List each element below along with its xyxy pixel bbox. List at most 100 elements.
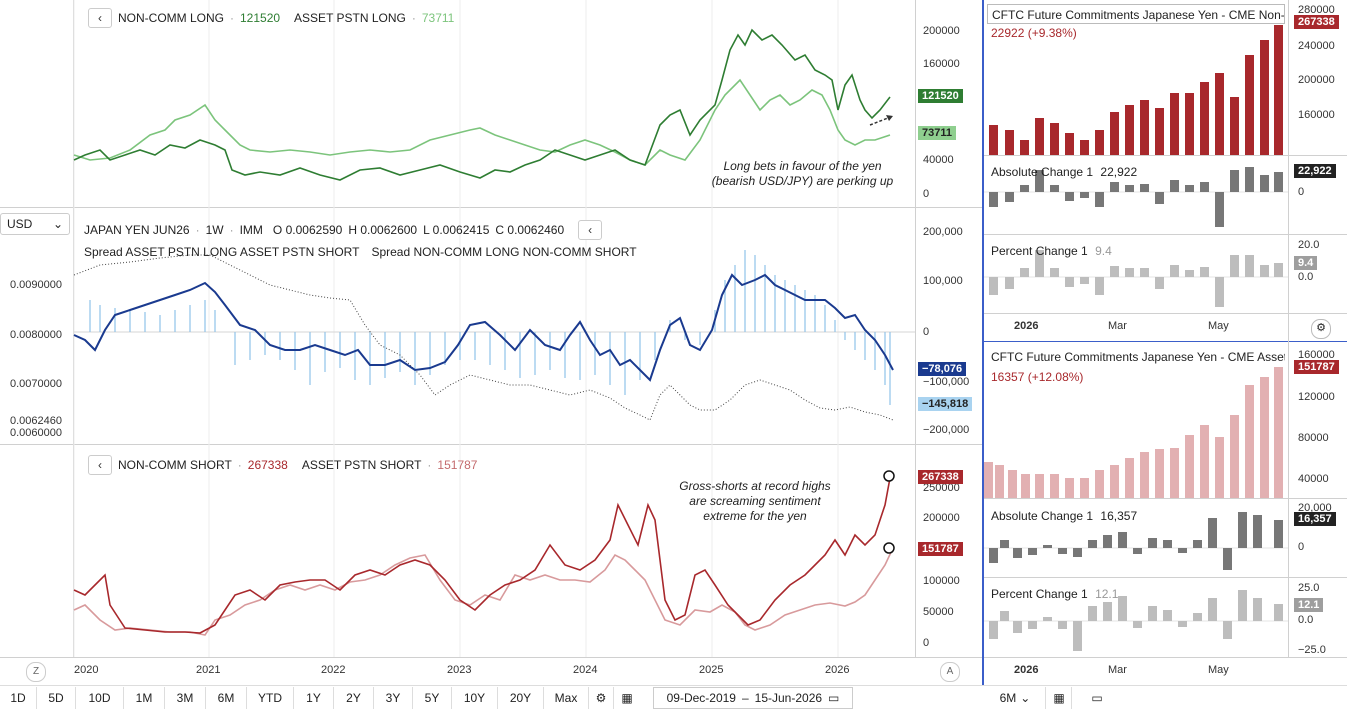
- calendar-icon: ▭: [828, 691, 840, 705]
- range-button-5y[interactable]: 5Y: [413, 687, 452, 709]
- x-axis-label: Mar: [1108, 320, 1127, 332]
- price-tag: 22,922: [1294, 164, 1336, 178]
- right-range-select[interactable]: 6M ⌄: [985, 687, 1046, 709]
- change-value: 16357 (+12.08%): [991, 370, 1084, 384]
- range-button-3y[interactable]: 3Y: [374, 687, 413, 709]
- date-from: 09-Dec-2019: [666, 691, 736, 705]
- range-button-1d[interactable]: 1D: [0, 687, 37, 709]
- legend-series-value: 73711: [421, 11, 455, 25]
- comparison-title-2[interactable]: CFTC Future Commitments Japanese Yen - C…: [991, 350, 1285, 364]
- y-axis-label: 0.0070000: [10, 378, 62, 390]
- y-axis-label: −100,000: [923, 376, 970, 388]
- main-chart-svg: [73, 0, 915, 657]
- asset-short-bars: [984, 367, 1283, 498]
- y-axis-label: 280000: [1298, 4, 1335, 16]
- x-axis-label: 2020: [74, 664, 99, 676]
- collapse-legend-button[interactable]: ‹: [88, 455, 112, 475]
- x-axis-label: 2022: [321, 664, 346, 676]
- plot-right-border: [915, 0, 916, 658]
- range-button-1m[interactable]: 1M: [124, 687, 165, 709]
- range-button-10y[interactable]: 10Y: [452, 687, 498, 709]
- price-tag: 73711: [918, 126, 956, 140]
- pct-change-bars-1: [989, 250, 1283, 307]
- range-button-10d[interactable]: 10D: [76, 687, 124, 709]
- x-axis-label: 2025: [699, 664, 724, 676]
- pct-change-bars-2: [989, 590, 1283, 651]
- x-gridlines: [73, 0, 839, 657]
- x-axis-label: 2021: [196, 664, 221, 676]
- y-axis-label: 200,000: [923, 226, 963, 238]
- table-view-icon[interactable]: ▦: [614, 687, 640, 709]
- main-chart-area[interactable]: ‹ NON-COMM LONG · 121520 ASSET PSTN LONG…: [0, 0, 982, 685]
- pane-divider-2: [0, 444, 982, 445]
- collapse-legend-button[interactable]: ‹: [88, 8, 112, 28]
- auto-scale-button[interactable]: A: [940, 662, 960, 682]
- y-axis-label: 250000: [923, 482, 960, 494]
- y-axis-label: 100,000: [923, 275, 963, 287]
- range-button-ytd[interactable]: YTD: [247, 687, 294, 709]
- indicator-legend: Percent Change 1 12.1: [991, 587, 1119, 601]
- y-axis-label: 50000: [923, 606, 954, 618]
- y-axis-label: 160000: [1298, 349, 1335, 361]
- asset-pstn-short-line: [73, 547, 894, 636]
- legend-series-label: NON-COMM LONG: [118, 11, 224, 25]
- y-axis-label: 240000: [1298, 40, 1335, 52]
- currency-select[interactable]: USD ⌄: [0, 213, 70, 235]
- table-view-icon[interactable]: ▦: [1047, 687, 1072, 709]
- non-comm-spread-line: [73, 273, 894, 382]
- y-axis-label: 80000: [1298, 432, 1329, 444]
- y-axis-label: 0.0: [1298, 271, 1314, 283]
- yen-price-line: [73, 254, 894, 421]
- indicator-legend: Absolute Change 1 16,357: [991, 509, 1138, 523]
- chevron-down-icon: ⌄: [52, 217, 63, 231]
- collapse-legend-button[interactable]: ‹: [578, 220, 603, 240]
- price-tag: 151787: [918, 542, 963, 556]
- range-button-6m[interactable]: 6M: [206, 687, 247, 709]
- y-axis-label: 100000: [923, 575, 960, 587]
- settings-gear-icon[interactable]: ⚙: [589, 687, 614, 709]
- y-axis-label: 160000: [1298, 109, 1335, 121]
- y-axis-label: 0.0080000: [10, 329, 62, 341]
- y-axis-label: 0.0090000: [10, 279, 62, 291]
- short-marker-2: [883, 542, 895, 554]
- abs-change-bars-1: [989, 167, 1283, 227]
- range-button-2y[interactable]: 2Y: [334, 687, 374, 709]
- price-tag: 12.1: [1294, 598, 1324, 612]
- trend-arrow-head: [886, 115, 893, 121]
- x-axis-label: May: [1208, 320, 1229, 332]
- range-button-5d[interactable]: 5D: [37, 687, 76, 709]
- range-button-20y[interactable]: 20Y: [498, 687, 544, 709]
- date-range-picker[interactable]: 09-Dec-2019 – 15-Jun-2026 ▭: [653, 687, 853, 709]
- range-button-max[interactable]: Max: [544, 687, 589, 709]
- y-axis-label: 0.0060000: [10, 427, 62, 439]
- y-axis-label: 0.0062460: [10, 415, 62, 427]
- calendar-icon[interactable]: ▭: [1091, 691, 1103, 705]
- chevron-down-icon: ⌄: [1020, 691, 1031, 705]
- y-axis-label: 200000: [923, 512, 960, 524]
- x-axis-label: May: [1208, 664, 1229, 676]
- y-axis-label: 0: [1298, 186, 1305, 198]
- x-axis-label: 2026: [825, 664, 850, 676]
- legend-series-value: 121520: [240, 11, 281, 25]
- pane-divider-3: [0, 657, 982, 658]
- price-tag: 151787: [1294, 360, 1339, 374]
- price-tag: 9.4: [1294, 256, 1318, 270]
- annotation-note: Long bets in favour of the yen (bearish …: [711, 159, 894, 188]
- date-to: 15-Jun-2026: [754, 691, 823, 705]
- zoom-toggle-button[interactable]: Z: [26, 662, 46, 682]
- bottom-pane-legend: ‹ NON-COMM SHORT · 267338 ASSET PSTN SHO…: [88, 455, 477, 475]
- y-axis-label: 0: [1298, 541, 1305, 553]
- comparison-title-1[interactable]: CFTC Future Commitments Japanese Yen - C…: [987, 4, 1285, 24]
- range-button-3m[interactable]: 3M: [165, 687, 206, 709]
- price-tag: 16,357: [1294, 512, 1336, 526]
- y-axis-label: 0.0: [1298, 614, 1314, 626]
- comparison-bars-svg: [984, 25, 1288, 651]
- settings-gear-icon[interactable]: ⚙: [1311, 319, 1331, 339]
- y-axis-label: 20.0: [1298, 239, 1320, 251]
- non-comm-short-bars: [989, 25, 1283, 155]
- y-axis-label: 25.0: [1298, 582, 1320, 594]
- range-button-1y[interactable]: 1Y: [294, 687, 334, 709]
- price-tag: −78,076: [918, 362, 967, 376]
- y-axis-label: −200,000: [923, 424, 970, 436]
- price-tag: 121520: [918, 89, 963, 103]
